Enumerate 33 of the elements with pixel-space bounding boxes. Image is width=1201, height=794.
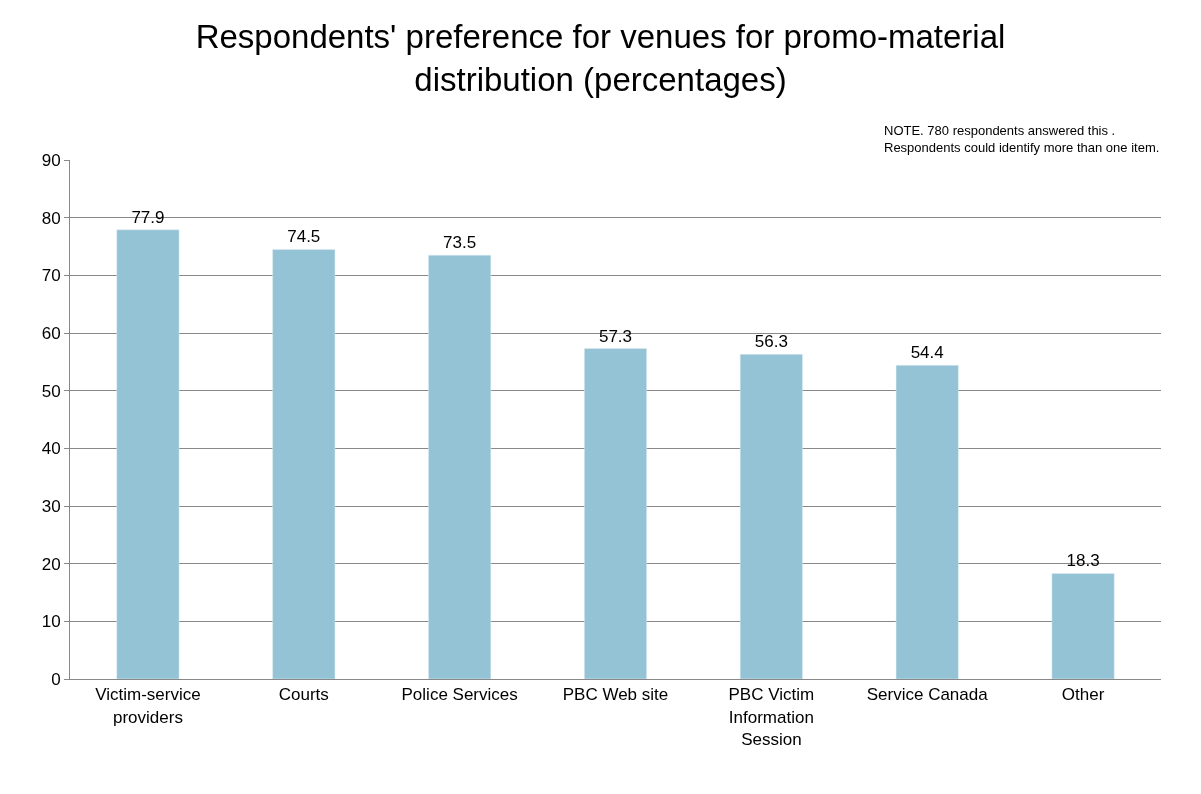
data-label: 56.3 — [754, 332, 788, 352]
bar — [428, 254, 492, 679]
y-tick-label: 20 — [41, 554, 61, 574]
x-tick-label: PBC Web site — [562, 685, 669, 705]
x-tick-label: Service Canada — [866, 685, 989, 705]
data-label: 77.9 — [131, 207, 165, 227]
x-tick-label: Courts — [278, 685, 329, 705]
data-label: 74.5 — [287, 227, 321, 247]
y-tick-label: 0 — [51, 669, 61, 689]
bar — [116, 229, 180, 679]
y-tick-label: 70 — [41, 266, 61, 286]
y-tick-label: 30 — [41, 496, 61, 516]
y-tick-label: 50 — [41, 381, 61, 401]
y-tick-label: 40 — [41, 439, 61, 459]
y-tick-label: 90 — [41, 150, 61, 170]
x-tick-label: Other — [1061, 685, 1105, 705]
data-label: 57.3 — [598, 326, 633, 346]
y-tick-label: 10 — [41, 612, 61, 632]
text: NOTE. 780 respondents answered this . Respondents could identify more than one item. — [884, 123, 1160, 155]
data-label: 54.4 — [910, 343, 944, 363]
data-label: 18.3 — [1066, 551, 1100, 571]
y-tick-label: 60 — [41, 323, 61, 343]
bar — [584, 348, 647, 679]
data-label: 73.5 — [443, 233, 477, 253]
bar — [895, 365, 959, 679]
y-tick-label: 80 — [41, 208, 61, 228]
bar — [272, 249, 336, 679]
chart-title: Respondents' preference for venues for promo-material distribution (percentages) — [195, 17, 1006, 98]
x-tick-label: Victim-service providers — [95, 685, 201, 727]
x-tick-label: PBC Victim Information Session — [728, 685, 815, 749]
bar — [1051, 573, 1115, 679]
x-tick-label: Police Services — [401, 685, 518, 705]
bar — [739, 354, 803, 679]
